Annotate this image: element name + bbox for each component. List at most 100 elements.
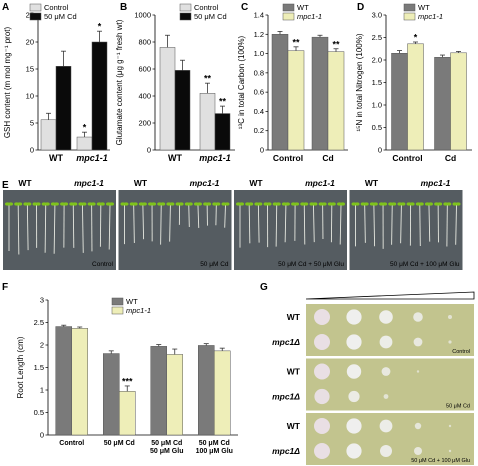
seedling-root	[160, 204, 162, 245]
y-tick-label: 1.2	[254, 30, 264, 39]
plate-genotype-label: WT	[365, 178, 379, 188]
seedling-root	[224, 204, 226, 228]
yeast-spot	[413, 337, 423, 347]
legend-swatch	[179, 3, 192, 12]
plate-genotype-label: WT	[249, 178, 263, 188]
seedling-root	[197, 204, 200, 228]
significance-marker: *	[414, 33, 418, 43]
yeast-spot	[416, 370, 420, 373]
chart-b: 0 200 400 600 800 1000 Glutamate content (μg g…	[115, 3, 235, 163]
bar	[271, 34, 289, 151]
plate-condition-label: 50 μM Cd + 50 μM Glu	[278, 261, 344, 268]
strain-label: WT	[287, 421, 301, 431]
plate-condition-label: 50 μM Cd + 100 μM Glu	[390, 261, 460, 268]
seedling-root	[248, 204, 251, 244]
plate-genotype-label: mpc1-1	[305, 178, 335, 188]
y-tick-label: 15	[26, 65, 34, 74]
seedling-leaf	[169, 202, 175, 206]
yeast-spot	[448, 424, 452, 428]
yeast-spot	[381, 367, 391, 376]
bar	[119, 391, 136, 436]
seedling-leaf	[294, 202, 300, 206]
significance-marker: *	[83, 123, 87, 133]
y-axis-label: ¹⁵N in total Nitrogen (100%)	[355, 33, 364, 131]
seedling-root	[17, 204, 20, 255]
yeast-spot	[413, 312, 423, 322]
significance-marker: **	[219, 97, 227, 107]
strain-label: mpc1Δ	[272, 392, 300, 402]
y-tick-label: 200	[138, 119, 151, 128]
y-tick-label: 5	[30, 119, 34, 128]
seedling-plate	[349, 190, 463, 270]
yeast-spot	[414, 447, 422, 455]
seedling-root	[313, 204, 315, 243]
seedling-leaf	[44, 202, 50, 206]
y-tick-label: 800	[138, 38, 151, 47]
seedling-root	[419, 204, 421, 246]
yeast-spot	[448, 340, 452, 344]
legend-swatch	[179, 12, 192, 21]
y-tick-label: 400	[138, 92, 151, 101]
seedling-leaf	[400, 202, 406, 206]
y-tick-label: 0	[147, 146, 151, 155]
yeast-spot	[346, 364, 362, 379]
chart-c: 0 0.2 0.4 0.6 0.8 1.0 1.2 1.4 ¹³C in total Carbo…	[237, 3, 348, 163]
y-tick-label: 1.0	[372, 101, 382, 110]
yeast-spot	[314, 388, 330, 405]
significance-marker: *	[98, 22, 102, 32]
seedling-root	[53, 204, 56, 254]
bar	[71, 328, 88, 436]
bar	[407, 43, 424, 151]
yeast-spot-plates: WT mpc1Δ Control WT mpc1Δ 50 μM Cd WT mpc1Δ 50 μ…	[272, 291, 475, 465]
x-tick-label: mpc1-1	[76, 153, 108, 163]
seedling-leaf	[409, 202, 415, 206]
panel-letter-c: C	[241, 2, 248, 13]
y-tick-label: 1.5	[372, 78, 382, 87]
bar	[434, 57, 451, 151]
plate-genotype-label: mpc1-1	[74, 178, 104, 188]
plate-condition-label: 50 μM Cd	[446, 404, 470, 410]
seedling-root	[72, 204, 75, 248]
seedling-leaf	[275, 202, 281, 206]
y-tick-label: 600	[138, 65, 151, 74]
seedling-leaf	[123, 202, 129, 206]
x-tick-label: 50 μM Glu	[150, 448, 183, 455]
bar	[150, 346, 167, 436]
bar	[55, 66, 72, 151]
seedling-leaf	[187, 202, 193, 206]
x-tick-label: Cd	[322, 153, 333, 163]
seedling-leaf	[224, 202, 230, 206]
legend-swatch	[111, 306, 124, 315]
x-tick-label: Control	[392, 153, 422, 163]
seedling-plates: WT mpc1-1 Control WT mpc1-1 50 μM Cd WT mpc1-1 5…	[3, 178, 463, 270]
yeast-spot	[314, 334, 330, 350]
seedling-plate	[118, 190, 232, 270]
yeast-spot	[314, 309, 330, 325]
plate-condition-label: 50 μM Cd	[200, 261, 229, 268]
x-tick-label: 50 μM Cd	[199, 440, 230, 447]
y-tick-label: 0	[260, 146, 264, 155]
seedling-root	[428, 204, 431, 242]
seedling-root	[364, 204, 366, 243]
panel-letter-a: A	[2, 2, 9, 13]
seedling-leaf	[8, 202, 14, 206]
yeast-spot	[348, 390, 360, 403]
y-tick-label: 2.5	[34, 318, 44, 327]
yeast-spot	[314, 363, 330, 380]
seedling-leaf	[455, 202, 461, 206]
seedling-leaf	[26, 202, 32, 206]
yeast-spot	[346, 418, 362, 434]
seedling-leaf	[206, 202, 212, 206]
y-tick-label: 0.6	[254, 88, 264, 97]
seedling-leaf	[35, 202, 41, 206]
x-tick-label: WT	[49, 153, 63, 163]
yeast-plate	[306, 358, 474, 411]
legend-swatch	[282, 3, 295, 12]
seedling-root	[339, 204, 342, 245]
chart-d: 0 0.5 1.0 1.5 2.0 2.5 3.0 ¹⁵N in total Nitrogen…	[355, 3, 472, 163]
significance-marker: **	[332, 39, 340, 49]
seedling-leaf	[340, 202, 345, 206]
bar	[450, 52, 467, 151]
bar	[214, 350, 231, 436]
seedling-root	[275, 204, 278, 247]
